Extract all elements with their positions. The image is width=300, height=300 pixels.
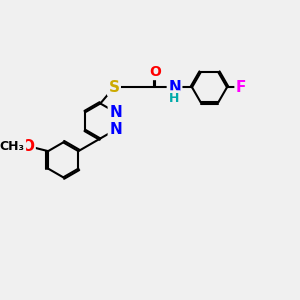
Text: S: S <box>109 80 119 95</box>
Text: H: H <box>169 92 180 104</box>
Text: F: F <box>236 80 246 95</box>
Text: O: O <box>149 65 161 79</box>
Text: N: N <box>109 105 122 120</box>
Text: CH₃: CH₃ <box>0 140 25 153</box>
Text: N: N <box>168 80 181 95</box>
Text: O: O <box>21 139 34 154</box>
Text: N: N <box>109 122 122 137</box>
